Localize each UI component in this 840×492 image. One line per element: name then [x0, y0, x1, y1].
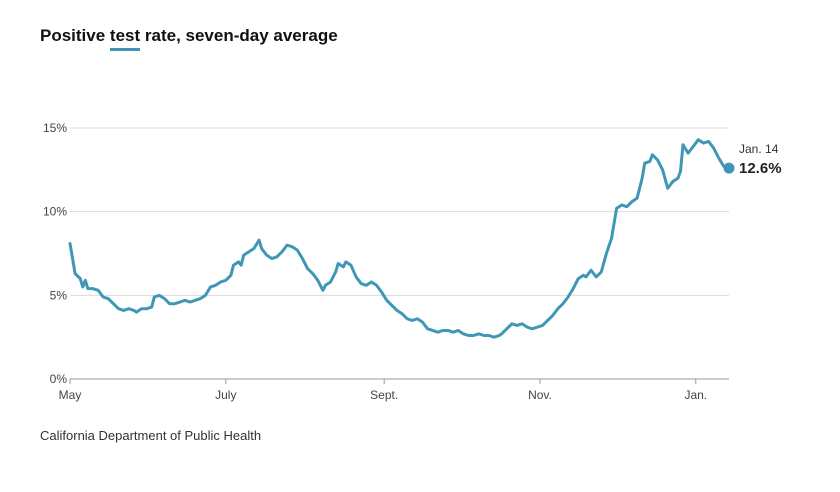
x-tick-label: May	[59, 388, 82, 402]
source-credit: California Department of Public Health	[40, 428, 262, 443]
gridlines	[70, 127, 729, 380]
x-axis: May July Sept. Nov. Jan.	[59, 379, 707, 402]
y-tick-label: 10%	[43, 205, 67, 219]
endpoint-marker	[723, 162, 735, 174]
title-key-word: test	[109, 26, 141, 51]
series-line	[68, 138, 731, 339]
title-prefix: Positive	[40, 26, 110, 45]
y-tick-label: 15%	[43, 121, 67, 135]
x-tick-label: Sept.	[370, 388, 398, 402]
chart-title: Positive test rate, seven-day average	[40, 26, 338, 51]
endpoint-value-label: 12.6%	[739, 160, 782, 177]
endpoint-date-label: Jan. 14	[739, 142, 779, 156]
y-tick-label: 0%	[50, 372, 68, 386]
x-tick-label: Nov.	[528, 388, 552, 402]
series-layer	[68, 138, 731, 339]
x-tick-label: Jan.	[684, 388, 707, 402]
endpoint-annotation: Jan. 14 12.6%	[723, 142, 782, 177]
y-axis: 0% 5% 10% 15%	[43, 121, 67, 386]
x-tick-label: July	[215, 388, 236, 402]
title-suffix: rate, seven-day average	[140, 26, 338, 45]
y-tick-label: 5%	[50, 288, 68, 302]
